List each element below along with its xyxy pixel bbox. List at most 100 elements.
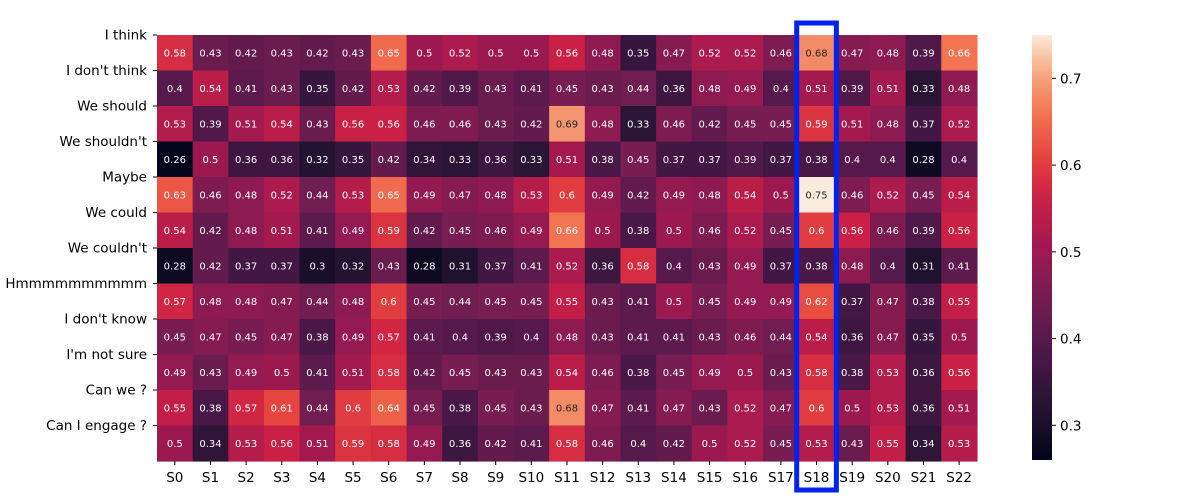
cell-value-label: 0.46 (698, 226, 720, 237)
heatmap-cell (442, 390, 479, 427)
cell-value-label: 0.55 (164, 403, 186, 414)
cell-value-label: 0.43 (199, 368, 221, 379)
cell-value-label: 0.51 (948, 403, 970, 414)
cell-value-label: 0.41 (520, 84, 542, 95)
cell-value-label: 0.36 (912, 403, 934, 414)
heatmap-cell (370, 177, 408, 214)
cell-value-label: 0.75 (805, 190, 827, 201)
cell-value-label: 0.64 (378, 403, 400, 414)
heatmap-cell (691, 425, 728, 462)
heatmap-cell (406, 141, 443, 178)
heatmap-cell (442, 283, 479, 320)
heatmap-cell (727, 248, 764, 285)
heatmap-cell (513, 319, 550, 356)
heatmap-cell (406, 106, 443, 143)
cell-value-label: 0.44 (306, 403, 328, 414)
cell-value-label: 0.33 (520, 155, 542, 166)
cell-value-label: 0.37 (271, 261, 293, 272)
heatmap-cell (335, 212, 372, 249)
cell-value-label: 0.52 (948, 119, 970, 130)
heatmap-cell (477, 106, 515, 143)
cell-value-label: 0.37 (841, 297, 863, 308)
heatmap-cell (727, 212, 764, 249)
heatmap-cell (406, 70, 443, 107)
cell-value-label: 0.45 (912, 190, 934, 201)
cell-value-label: 0.51 (342, 368, 364, 379)
cell-value-label: 0.42 (663, 439, 685, 450)
heatmap-cell (727, 35, 764, 72)
heatmap-cell (228, 425, 265, 462)
cell-value-label: 0.62 (805, 297, 827, 308)
x-tick-label: S5 (344, 470, 361, 486)
cell-value-label: 0.58 (378, 368, 400, 379)
cell-value-label: 0.5 (737, 368, 753, 379)
cell-value-label: 0.59 (805, 119, 827, 130)
cell-value-label: 0.5 (595, 226, 611, 237)
heatmap-cell (406, 283, 443, 320)
heatmap-cell (584, 248, 622, 285)
cell-value-label: 0.5 (167, 439, 183, 450)
heatmap-cell (406, 390, 443, 427)
heatmap-cell (941, 177, 978, 214)
cell-value-label: 0.49 (734, 84, 756, 95)
cell-value-label: 0.6 (559, 190, 575, 201)
cell-value-label: 0.41 (520, 439, 542, 450)
heatmap-cell (620, 35, 657, 72)
cell-value-label: 0.6 (381, 297, 397, 308)
heatmap-cell (263, 283, 301, 320)
heatmap-cell (228, 319, 265, 356)
heatmap-cell (798, 212, 835, 249)
heatmap-cell (691, 354, 728, 391)
heatmap-cell (727, 70, 764, 107)
heatmap-cell (370, 70, 408, 107)
heatmap-cell (870, 283, 907, 320)
heatmap-cell (656, 319, 693, 356)
heatmap-cell (941, 319, 978, 356)
heatmap-cell (620, 248, 657, 285)
heatmap-cell (477, 177, 515, 214)
cell-value-label: 0.54 (199, 84, 221, 95)
heatmap-cell (620, 354, 657, 391)
x-tick-label: S19 (839, 470, 865, 486)
cell-value-label: 0.47 (591, 403, 613, 414)
cell-value-label: 0.38 (199, 403, 221, 414)
heatmap-cell (406, 319, 443, 356)
cell-value-label: 0.52 (734, 48, 756, 59)
cell-value-label: 0.36 (841, 332, 863, 343)
cell-value-label: 0.47 (449, 190, 471, 201)
colorbar-tick-label: 0.7 (1060, 71, 1081, 87)
heatmap-cell-labels: 0.58 0.43 0.42 0.43 0.42 0.43 0.65 0.5 0.52 0.5 0.… (164, 48, 971, 450)
cell-value-label: 0.5 (844, 403, 860, 414)
heatmap-cell (620, 390, 657, 427)
y-tick-label: We couldn't (68, 241, 147, 257)
cell-value-label: 0.39 (841, 84, 863, 95)
heatmap-cell (157, 283, 194, 320)
cell-value-label: 0.34 (413, 155, 435, 166)
cell-value-label: 0.46 (841, 190, 863, 201)
heatmap-cell (442, 106, 479, 143)
cell-value-label: 0.43 (199, 48, 221, 59)
heatmap-cell (905, 319, 942, 356)
cell-value-label: 0.42 (520, 119, 542, 130)
cell-value-label: 0.36 (235, 155, 257, 166)
cell-value-label: 0.45 (413, 297, 435, 308)
cell-value-label: 0.57 (235, 403, 257, 414)
heatmap-cell (941, 141, 978, 178)
cell-value-label: 0.61 (271, 403, 293, 414)
cell-value-label: 0.43 (841, 439, 863, 450)
heatmap-cell (584, 35, 622, 72)
cell-value-label: 0.34 (912, 439, 934, 450)
cell-value-label: 0.38 (306, 332, 328, 343)
cell-value-label: 0.45 (663, 368, 685, 379)
cell-value-label: 0.45 (413, 403, 435, 414)
heatmap-cell (763, 425, 800, 462)
cell-value-label: 0.38 (627, 368, 649, 379)
cell-value-label: 0.51 (805, 84, 827, 95)
cell-value-label: 0.58 (556, 439, 578, 450)
cell-value-label: 0.31 (912, 261, 934, 272)
cell-value-label: 0.37 (698, 155, 720, 166)
heatmap-cell (477, 425, 515, 462)
heatmap-cell (370, 354, 408, 391)
cell-value-label: 0.46 (770, 48, 792, 59)
heatmap-cell (513, 390, 550, 427)
